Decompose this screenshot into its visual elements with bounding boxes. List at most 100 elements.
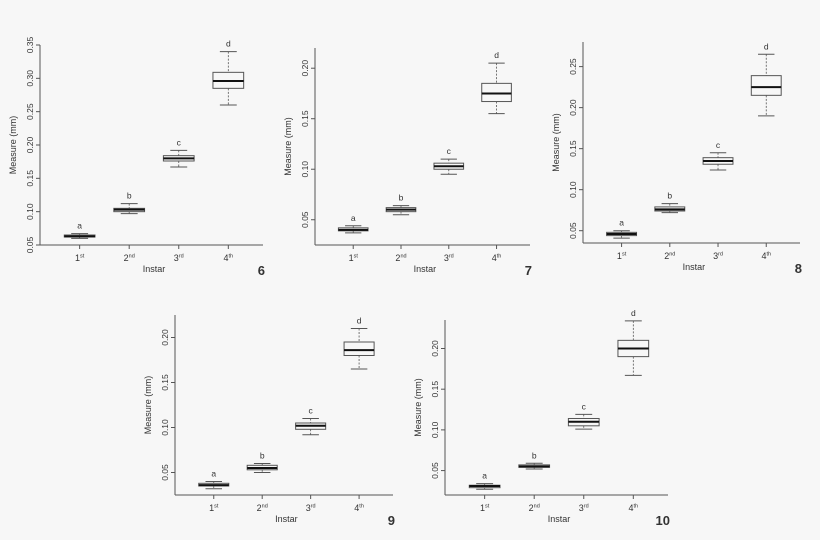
y-tick-label: 0.25 [568,58,578,75]
box-4th: d [617,308,650,376]
significance-letter: a [619,218,624,228]
x-tick-label: 2nd [395,253,406,263]
box-1st: a [606,218,638,239]
significance-letter: b [127,191,132,201]
significance-letter: b [667,191,672,201]
y-tick-label: 0.20 [25,136,35,153]
x-tick-label: 1st [209,503,219,513]
significance-letter: a [351,213,356,223]
significance-letter: d [226,39,231,49]
chart-panel-7: 0.05 0.10 0.15 0.20 Measure (mm) 1st 2nd 3rd 4th… [283,48,532,278]
x-tick-label: 4th [761,251,771,261]
significance-letter: d [494,50,499,60]
panel-label: 9 [388,513,395,528]
panel-label: 10 [656,513,670,528]
x-tick-label: 3rd [444,253,454,263]
chart-panel-6: 0.05 0.10 0.15 0.20 0.25 0.30 0.35 Measure (mm)… [8,36,265,278]
box-4th: d [750,41,782,117]
y-tick-label: 0.05 [300,211,310,228]
significance-letter: a [211,469,216,479]
y-tick-label: 0.10 [430,421,440,438]
y-tick-label: 0.20 [300,60,310,77]
box-2nd: b [518,450,551,470]
box-2nd: b [654,191,686,214]
box-1st: a [337,213,369,234]
significance-letter: c [177,137,182,147]
box-2nd: b [246,451,278,473]
box-2nd: b [385,193,417,216]
y-tick-label: 0.05 [430,462,440,479]
y-tick-label: 0.20 [430,340,440,357]
x-axis-title: Instar [548,514,571,524]
box-1st: a [468,471,501,490]
box-4th: d [343,316,375,370]
y-tick-label: 0.15 [430,381,440,398]
box-2nd: b [113,191,146,215]
significance-letter: d [357,316,362,326]
box-4th: d [481,50,512,115]
panel-label: 6 [258,263,265,278]
chart-panel-10: 0.05 0.10 0.15 0.20 Measure (mm) 1st 2nd 3rd 4th… [413,308,670,528]
y-tick-label: 0.10 [300,161,310,178]
x-tick-label: 3rd [174,253,184,263]
x-axis-title: Instar [414,264,437,274]
significance-letter: d [764,41,769,51]
x-tick-label: 2nd [529,503,540,513]
y-axis-title: Measure (mm) [551,113,561,172]
y-axis-title: Measure (mm) [143,376,153,435]
y-tick-label: 0.15 [568,140,578,157]
x-tick-label: 2nd [664,251,675,261]
x-tick-label: 3rd [579,503,589,513]
y-tick-label: 0.35 [25,36,35,53]
significance-letter: c [716,140,721,150]
y-tick-label: 0.10 [160,419,170,436]
significance-letter: b [260,451,265,461]
y-tick-label: 0.10 [568,181,578,198]
box-iqr [481,82,512,103]
x-tick-label: 4th [629,503,639,513]
box-3rd: c [702,140,734,171]
y-tick-label: 0.20 [568,99,578,116]
x-tick-label: 4th [224,253,234,263]
x-tick-label: 3rd [713,251,723,261]
box-1st: a [63,221,96,239]
box-3rd: c [433,146,465,175]
box-3rd: c [162,137,195,168]
panel-label: 8 [795,261,802,276]
x-tick-label: 1st [75,253,85,263]
y-tick-label: 0.15 [300,110,310,127]
y-tick-label: 0.15 [25,170,35,187]
x-tick-label: 1st [349,253,359,263]
y-tick-label: 0.30 [25,70,35,87]
x-tick-label: 2nd [257,503,268,513]
x-tick-label: 4th [354,503,364,513]
significance-letter: c [582,401,587,411]
significance-letter: b [399,193,404,203]
x-tick-label: 3rd [306,503,316,513]
x-axis-title: Instar [275,514,298,524]
y-axis-title: Measure (mm) [413,378,423,437]
panel-label: 7 [525,263,532,278]
significance-letter: c [309,406,314,416]
significance-letter: d [631,308,636,318]
y-tick-label: 0.05 [160,464,170,481]
x-axis-title: Instar [683,262,706,272]
x-tick-label: 2nd [124,253,135,263]
y-tick-label: 0.05 [25,236,35,253]
chart-panel-8: 0.05 0.10 0.15 0.20 0.25 Measure (mm) 1st 2nd 3r… [551,41,802,276]
x-tick-label: 1st [617,251,627,261]
y-axis-title: Measure (mm) [283,117,293,176]
box-1st: a [198,469,230,490]
y-tick-label: 0.05 [568,222,578,239]
box-3rd: c [567,401,600,430]
box-iqr [750,75,782,96]
y-tick-label: 0.25 [25,103,35,120]
x-axis-title: Instar [143,264,166,274]
y-tick-label: 0.15 [160,374,170,391]
significance-letter: b [532,450,537,460]
x-tick-label: 1st [480,503,490,513]
significance-letter: c [447,146,452,156]
box-3rd: c [295,406,327,436]
chart-panel-9: 0.05 0.10 0.15 0.20 Measure (mm) 1st 2nd 3rd 4th… [143,315,395,528]
